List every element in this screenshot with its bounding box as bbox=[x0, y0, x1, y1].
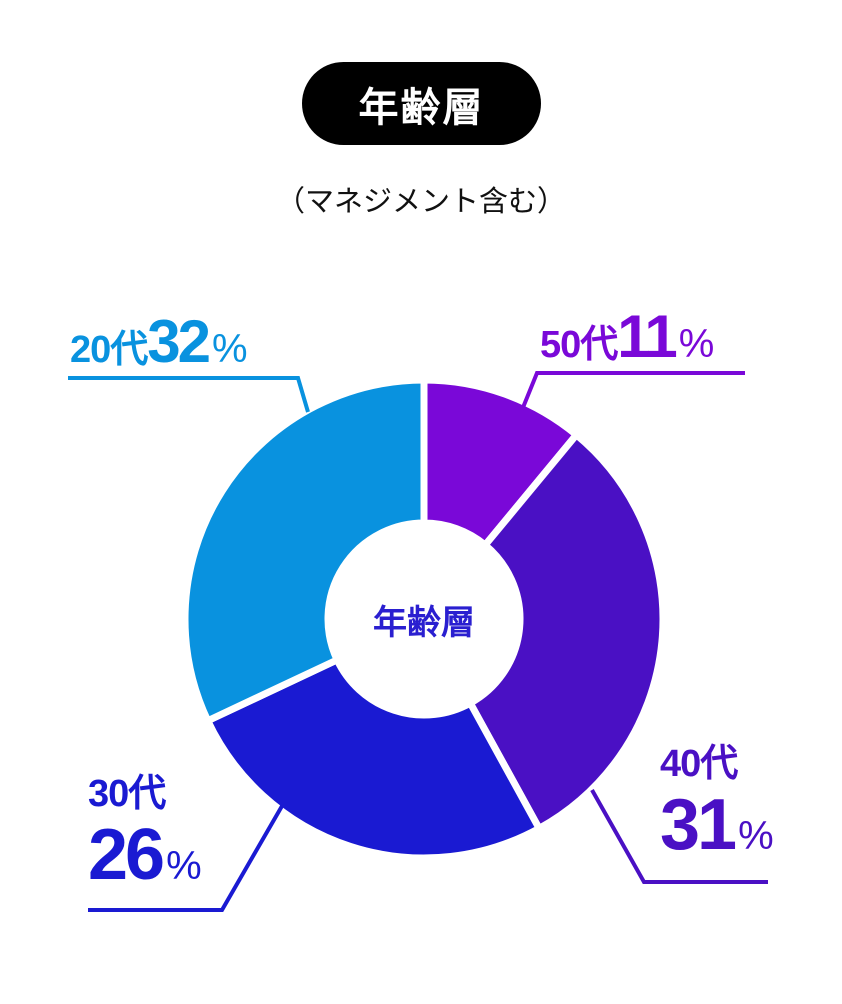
donut-slice-30代 bbox=[203, 655, 544, 862]
donut-slice-20代 bbox=[181, 376, 428, 726]
label-20s-value: 32 bbox=[147, 308, 211, 375]
leader-line-20s bbox=[68, 376, 310, 413]
label-30s-age: 30代 bbox=[88, 773, 166, 815]
label-40s: 40代 31% bbox=[660, 745, 774, 861]
chart-title: 年齢層 bbox=[358, 84, 485, 131]
leader-line-40s bbox=[590, 789, 768, 884]
label-30s-unit: % bbox=[166, 844, 202, 888]
chart-subtitle: （マネジメント含む） bbox=[275, 184, 566, 218]
label-50s-age: 50代 bbox=[540, 324, 618, 366]
label-40s-value: 31 bbox=[660, 785, 737, 865]
label-50s-value: 11 bbox=[617, 303, 677, 370]
label-20s: 20代32% bbox=[70, 312, 248, 372]
leader-line-30s bbox=[88, 805, 284, 912]
center-label: 年齢層 bbox=[373, 603, 475, 643]
label-30s: 30代 26% bbox=[88, 775, 202, 891]
leader-line-50s bbox=[520, 371, 745, 411]
label-50s: 50代11% bbox=[540, 307, 714, 367]
label-50s-unit: % bbox=[678, 322, 715, 366]
label-20s-unit: % bbox=[212, 327, 248, 371]
label-20s-age: 20代 bbox=[70, 329, 148, 371]
chart-title-pill: 年齢層 bbox=[302, 62, 541, 145]
label-40s-unit: % bbox=[738, 814, 774, 858]
label-30s-value: 26 bbox=[88, 815, 165, 895]
donut-slice-40代 bbox=[465, 429, 667, 834]
label-40s-age: 40代 bbox=[660, 743, 738, 785]
